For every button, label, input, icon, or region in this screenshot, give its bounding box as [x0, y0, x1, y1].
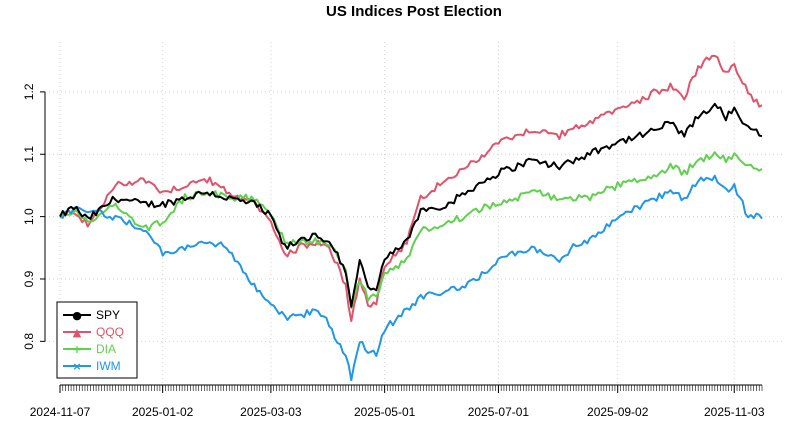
- series-line-dia: [59, 151, 763, 309]
- x-tick-label: 2025-11-03: [704, 405, 765, 419]
- legend-marker-dia: +: [72, 343, 81, 356]
- x-tick-label: 2025-03-03: [240, 405, 302, 419]
- y-tick-label: 0.8: [22, 333, 36, 350]
- legend-label-iwm: IWM: [96, 359, 121, 373]
- series-line-iwm: [59, 174, 763, 382]
- x-tick-label: 2025-01-02: [132, 405, 194, 419]
- y-tick-label: 0.9: [22, 270, 36, 287]
- series-line-spy: [59, 102, 763, 308]
- series-line-qqq: [59, 54, 763, 323]
- y-tick-label: 1.2: [22, 83, 36, 100]
- legend-label-spy: SPY: [96, 308, 120, 322]
- legend: ● SPY ▲ QQQ + DIA × IWM: [56, 301, 138, 379]
- y-tick-label: 1.0: [22, 208, 36, 225]
- y-tick-label: 1.1: [22, 146, 36, 163]
- x-tick-label: 2024-11-07: [30, 405, 91, 419]
- axes-layer: 0.8 0.9 1.0 1.1 1.2 2024-11-07 2025-01-02 2025-…: [22, 83, 765, 419]
- legend-label-qqq: QQQ: [96, 325, 124, 339]
- x-tick-label: 2025-05-01: [354, 405, 416, 419]
- x-tick-label: 2025-07-01: [468, 405, 530, 419]
- legend-marker-qqq: ▲: [73, 326, 82, 339]
- series-layer: [59, 54, 763, 382]
- chart-title: US Indices Post Election: [326, 3, 502, 20]
- x-tick-label: 2025-09-02: [587, 405, 649, 419]
- legend-marker-spy: ●: [72, 309, 82, 322]
- legend-label-dia: DIA: [96, 342, 116, 356]
- legend-marker-iwm: ×: [72, 360, 81, 373]
